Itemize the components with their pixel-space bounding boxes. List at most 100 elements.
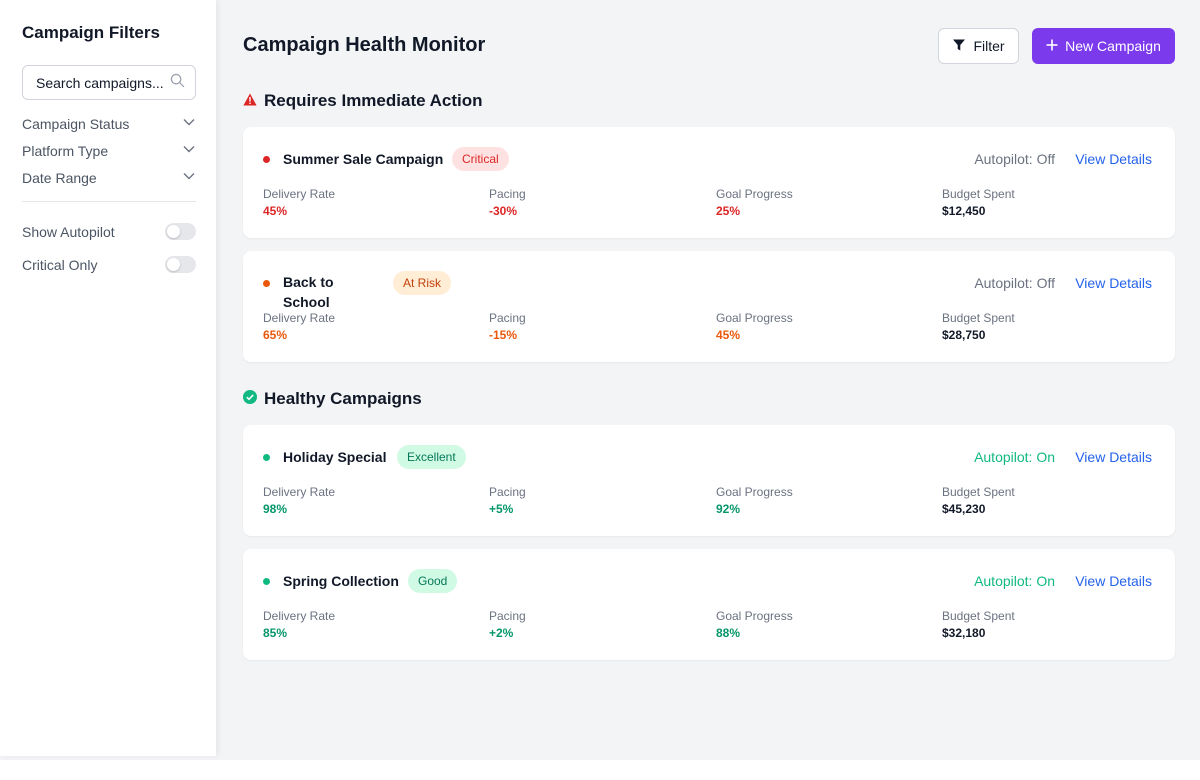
metric-value: 92% xyxy=(716,502,741,516)
metric-value: 85% xyxy=(263,626,288,640)
search-icon[interactable] xyxy=(170,73,185,93)
metric-value: 88% xyxy=(716,626,741,640)
filter-sidebar: Campaign Filters Campaign Status Platfor… xyxy=(0,0,216,756)
platform-type-dropdown[interactable]: Platform Type xyxy=(22,137,196,164)
metric-delivery: Delivery Rate 45% xyxy=(263,186,335,219)
campaign-name: Spring Collection xyxy=(283,573,399,589)
divider xyxy=(22,201,196,202)
metric-value: $45,230 xyxy=(942,502,986,516)
campaign-card-spring-collection: Spring Collection Good Autopilot: On Vie… xyxy=(243,549,1175,660)
metric-value: +5% xyxy=(489,502,514,516)
metric-label: Budget Spent xyxy=(942,609,1015,623)
status-dot xyxy=(263,578,270,585)
metric-label: Pacing xyxy=(489,187,526,201)
dropdown-label: Campaign Status xyxy=(22,115,130,132)
main-content: Campaign Health Monitor Filter New Campa… xyxy=(243,0,1175,760)
metric-goal: Goal Progress 45% xyxy=(716,310,793,343)
view-details-link[interactable]: View Details xyxy=(1075,573,1152,589)
metric-label: Budget Spent xyxy=(942,485,1015,499)
campaign-name: Holiday Special xyxy=(283,449,387,465)
view-details-link[interactable]: View Details xyxy=(1075,275,1152,291)
date-range-dropdown[interactable]: Date Range xyxy=(22,164,196,191)
status-badge: At Risk xyxy=(393,271,452,295)
metric-label: Goal Progress xyxy=(716,609,793,623)
dropdown-label: Platform Type xyxy=(22,142,109,159)
metric-value: +2% xyxy=(489,626,514,640)
plus-icon xyxy=(1046,38,1058,54)
show-autopilot-row: Show Autopilot xyxy=(22,215,196,248)
view-details-link[interactable]: View Details xyxy=(1075,151,1152,167)
campaign-status-dropdown[interactable]: Campaign Status xyxy=(22,110,196,137)
autopilot-status: Autopilot: On xyxy=(974,573,1055,589)
page-title: Campaign Health Monitor xyxy=(243,34,486,56)
campaign-name-line: Back to xyxy=(283,274,334,290)
metric-label: Pacing xyxy=(489,485,526,499)
status-dot xyxy=(263,156,270,163)
metric-value: 45% xyxy=(263,204,288,218)
metric-label: Goal Progress xyxy=(716,311,793,325)
metric-label: Delivery Rate xyxy=(263,187,336,201)
metric-label: Pacing xyxy=(489,311,526,325)
metric-label: Budget Spent xyxy=(942,311,1015,325)
campaign-name: Summer Sale Campaign xyxy=(283,151,444,167)
filter-list: Campaign Status Platform Type Date Range xyxy=(22,110,196,191)
chevron-down-icon xyxy=(182,142,196,159)
metric-value: -15% xyxy=(489,328,518,342)
autopilot-status: Autopilot: Off xyxy=(974,275,1055,291)
metric-pacing: Pacing -30% xyxy=(489,186,526,219)
critical-only-toggle[interactable] xyxy=(165,256,196,273)
filter-button[interactable]: Filter xyxy=(938,28,1019,64)
toggle-label: Show Autopilot xyxy=(22,223,115,240)
campaign-name: Back to School xyxy=(283,272,334,312)
section-title-text: Healthy Campaigns xyxy=(264,389,422,408)
metric-value: $28,750 xyxy=(942,328,986,342)
section-title-text: Requires Immediate Action xyxy=(264,91,483,110)
campaign-card-summer-sale: Summer Sale Campaign Critical Autopilot:… xyxy=(243,127,1175,238)
status-dot xyxy=(263,454,270,461)
metric-pacing: Pacing +5% xyxy=(489,484,526,517)
metric-goal: Goal Progress 92% xyxy=(716,484,793,517)
metric-value: 65% xyxy=(263,328,288,342)
app: Campaign Filters Campaign Status Platfor… xyxy=(0,0,1200,760)
chevron-down-icon xyxy=(182,169,196,186)
critical-only-row: Critical Only xyxy=(22,248,196,281)
filter-button-label: Filter xyxy=(973,38,1005,54)
metric-label: Goal Progress xyxy=(716,485,793,499)
metric-value: -30% xyxy=(489,204,518,218)
metric-label: Budget Spent xyxy=(942,187,1015,201)
check-circle-icon xyxy=(243,389,257,409)
metric-goal: Goal Progress 25% xyxy=(716,186,793,219)
new-campaign-label: New Campaign xyxy=(1065,38,1161,54)
metric-value: $32,180 xyxy=(942,626,986,640)
metric-pacing: Pacing -15% xyxy=(489,310,526,343)
view-details-link[interactable]: View Details xyxy=(1075,449,1152,465)
metric-delivery: Delivery Rate 98% xyxy=(263,484,335,517)
metric-goal: Goal Progress 88% xyxy=(716,608,793,641)
metric-label: Pacing xyxy=(489,609,526,623)
status-badge: Excellent xyxy=(397,445,466,469)
metric-value: $12,450 xyxy=(942,204,986,218)
metric-label: Delivery Rate xyxy=(263,609,336,623)
metric-delivery: Delivery Rate 85% xyxy=(263,608,335,641)
status-badge: Good xyxy=(408,569,458,593)
sidebar-title: Campaign Filters xyxy=(22,23,160,42)
search-box[interactable] xyxy=(22,65,196,100)
metric-delivery: Delivery Rate 65% xyxy=(263,310,335,343)
status-dot xyxy=(263,280,270,287)
funnel-icon xyxy=(952,38,966,55)
metric-value: 98% xyxy=(263,502,288,516)
metric-label: Goal Progress xyxy=(716,187,793,201)
campaign-card-back-to-school: Back to School At Risk Autopilot: Off Vi… xyxy=(243,251,1175,362)
search-input[interactable] xyxy=(36,74,170,91)
metric-budget: Budget Spent $45,230 xyxy=(942,484,1015,517)
show-autopilot-toggle[interactable] xyxy=(165,223,196,240)
header: Campaign Health Monitor Filter New Campa… xyxy=(243,28,1175,64)
new-campaign-button[interactable]: New Campaign xyxy=(1032,28,1175,64)
metric-budget: Budget Spent $32,180 xyxy=(942,608,1015,641)
toggle-label: Critical Only xyxy=(22,256,98,273)
campaign-name-line: School xyxy=(283,294,330,310)
metric-budget: Budget Spent $12,450 xyxy=(942,186,1015,219)
warning-icon xyxy=(243,91,257,111)
status-badge: Critical xyxy=(452,147,509,171)
autopilot-status: Autopilot: Off xyxy=(974,151,1055,167)
